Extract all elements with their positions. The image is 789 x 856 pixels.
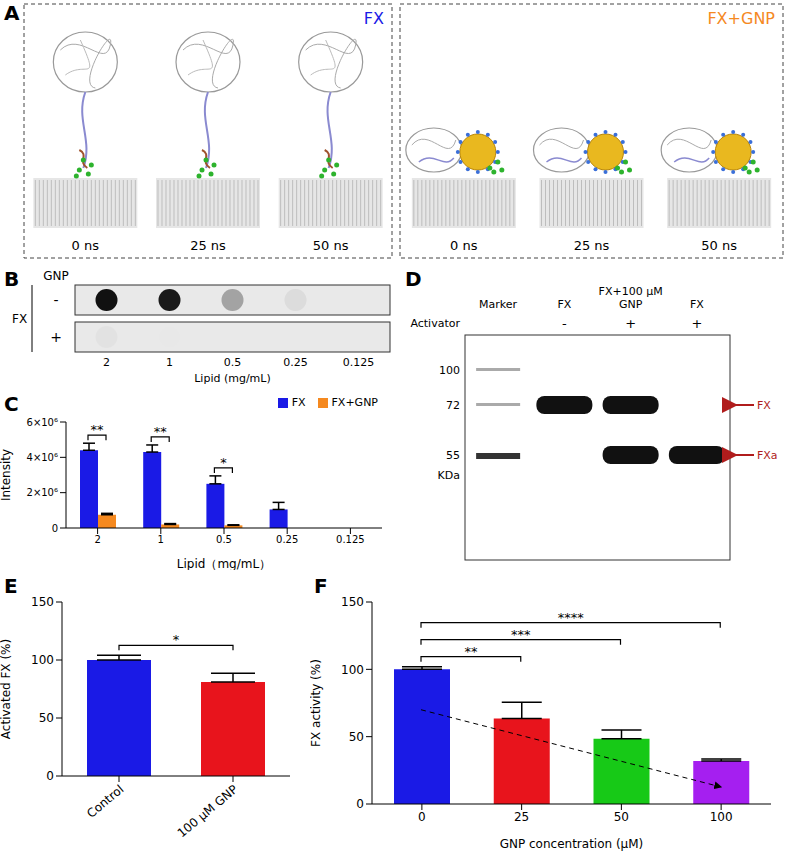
svg-text:*: * bbox=[220, 455, 227, 470]
svg-text:0.125: 0.125 bbox=[336, 534, 365, 545]
svg-text:50 ns: 50 ns bbox=[701, 238, 737, 253]
svg-text:0: 0 bbox=[418, 810, 426, 824]
html-text:FX+GNP: FX+GNP bbox=[331, 396, 378, 409]
html-text:C: C bbox=[4, 392, 19, 416]
svg-text:0.5: 0.5 bbox=[224, 356, 242, 369]
svg-text:+: + bbox=[691, 316, 702, 331]
svg-text:KDa: KDa bbox=[438, 469, 460, 482]
svg-text:Activated FX (%): Activated FX (%) bbox=[0, 639, 13, 739]
svg-text:FX: FX bbox=[12, 312, 27, 326]
svg-text:FXa: FXa bbox=[757, 449, 778, 462]
svg-text:2: 2 bbox=[94, 534, 100, 545]
svg-text:4×10⁶: 4×10⁶ bbox=[27, 452, 58, 463]
svg-text:Activator: Activator bbox=[410, 317, 460, 330]
svg-text:A: A bbox=[4, 1, 20, 25]
svg-text:GNP concentration (μM): GNP concentration (μM) bbox=[500, 837, 644, 851]
svg-text:FX: FX bbox=[557, 298, 571, 311]
svg-text:FX+100 μM: FX+100 μM bbox=[599, 285, 663, 298]
svg-text:**: ** bbox=[91, 422, 105, 437]
svg-text:FX: FX bbox=[690, 298, 704, 311]
svg-text:Marker: Marker bbox=[479, 298, 517, 311]
svg-text:50 ns: 50 ns bbox=[313, 238, 349, 253]
svg-text:FX: FX bbox=[757, 399, 771, 412]
svg-text:25 ns: 25 ns bbox=[574, 238, 610, 253]
svg-text:0: 0 bbox=[46, 769, 54, 783]
svg-text:**: ** bbox=[464, 644, 478, 659]
svg-text:**: ** bbox=[154, 424, 168, 439]
svg-text:FX: FX bbox=[364, 9, 384, 28]
svg-text:B: B bbox=[4, 267, 19, 291]
svg-text:50: 50 bbox=[349, 730, 364, 744]
svg-text:****: **** bbox=[558, 610, 585, 625]
svg-text:100: 100 bbox=[31, 653, 54, 667]
svg-text:2×10⁶: 2×10⁶ bbox=[27, 487, 58, 498]
svg-text:-: - bbox=[562, 316, 567, 331]
svg-text:Lipid (mg/mL): Lipid (mg/mL) bbox=[194, 372, 271, 385]
svg-text:100: 100 bbox=[439, 364, 460, 377]
html-text:F: F bbox=[314, 574, 328, 598]
svg-text:50: 50 bbox=[39, 711, 54, 725]
svg-text:0.125: 0.125 bbox=[343, 356, 375, 369]
svg-text:0.25: 0.25 bbox=[283, 356, 308, 369]
svg-text:6×10⁶: 6×10⁶ bbox=[27, 417, 58, 428]
svg-text:0: 0 bbox=[356, 797, 364, 811]
svg-text:0 ns: 0 ns bbox=[450, 238, 478, 253]
svg-text:Control: Control bbox=[84, 782, 126, 821]
svg-text:25 ns: 25 ns bbox=[190, 238, 226, 253]
svg-text:Lipid（mg/mL）: Lipid（mg/mL） bbox=[177, 557, 271, 570]
svg-text:72: 72 bbox=[446, 399, 460, 412]
svg-text:Intensity: Intensity bbox=[0, 449, 13, 501]
html-text:FX: FX bbox=[291, 396, 306, 409]
svg-text:100: 100 bbox=[710, 810, 733, 824]
svg-text:1: 1 bbox=[166, 356, 173, 369]
svg-text:150: 150 bbox=[341, 595, 364, 609]
svg-text:2: 2 bbox=[103, 356, 110, 369]
svg-text:*: * bbox=[173, 632, 180, 647]
svg-text:+: + bbox=[625, 316, 636, 331]
svg-text:55: 55 bbox=[446, 449, 460, 462]
svg-text:50: 50 bbox=[614, 810, 629, 824]
html-text:E: E bbox=[4, 574, 18, 598]
svg-text:0 ns: 0 ns bbox=[72, 238, 100, 253]
svg-text:1: 1 bbox=[158, 534, 164, 545]
svg-text:100: 100 bbox=[341, 663, 364, 677]
svg-text:D: D bbox=[405, 267, 422, 291]
svg-text:0.5: 0.5 bbox=[216, 534, 232, 545]
svg-text:***: *** bbox=[511, 627, 531, 642]
svg-text:-: - bbox=[53, 292, 58, 308]
svg-text:GNP: GNP bbox=[619, 298, 643, 311]
svg-text:0: 0 bbox=[52, 523, 58, 534]
svg-text:GNP: GNP bbox=[43, 269, 69, 283]
svg-text:FX+GNP: FX+GNP bbox=[707, 9, 775, 28]
svg-text:150: 150 bbox=[31, 595, 54, 609]
svg-text:0.25: 0.25 bbox=[276, 534, 298, 545]
svg-text:100 μM GNP: 100 μM GNP bbox=[175, 782, 241, 840]
svg-text:25: 25 bbox=[514, 810, 529, 824]
svg-text:+: + bbox=[50, 329, 62, 345]
svg-text:FX activity (%): FX activity (%) bbox=[310, 659, 323, 747]
